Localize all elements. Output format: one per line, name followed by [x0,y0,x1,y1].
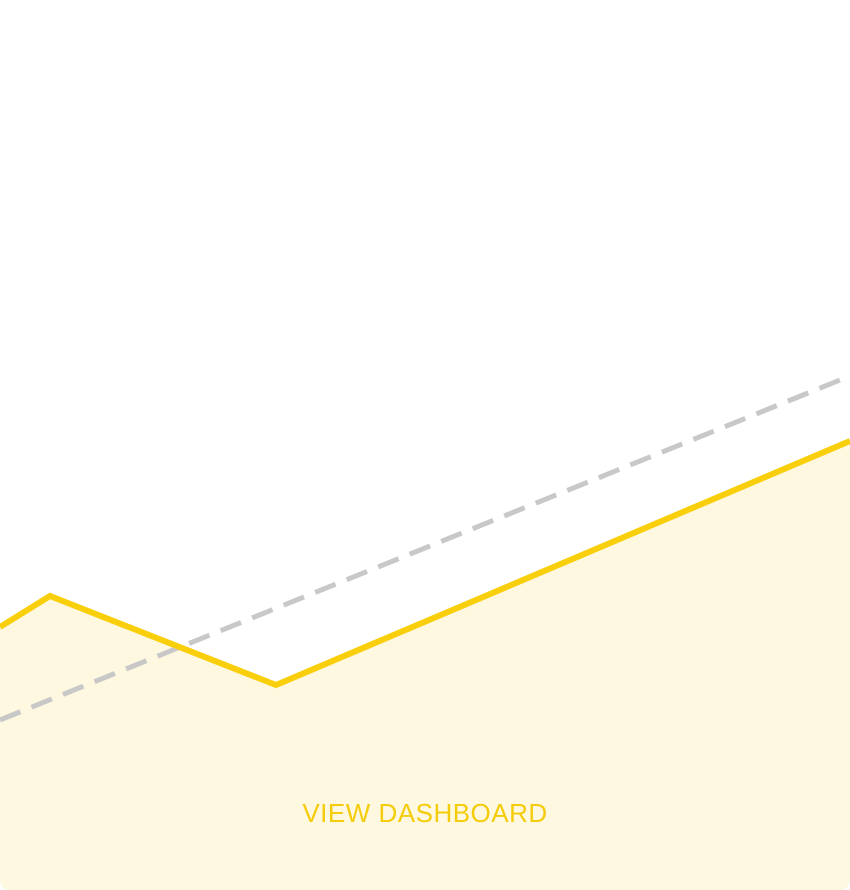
view-dashboard-button[interactable]: VIEW DASHBOARD [302,798,548,828]
trend-line [0,373,850,723]
data-line [0,438,850,689]
area-fill [0,441,850,890]
